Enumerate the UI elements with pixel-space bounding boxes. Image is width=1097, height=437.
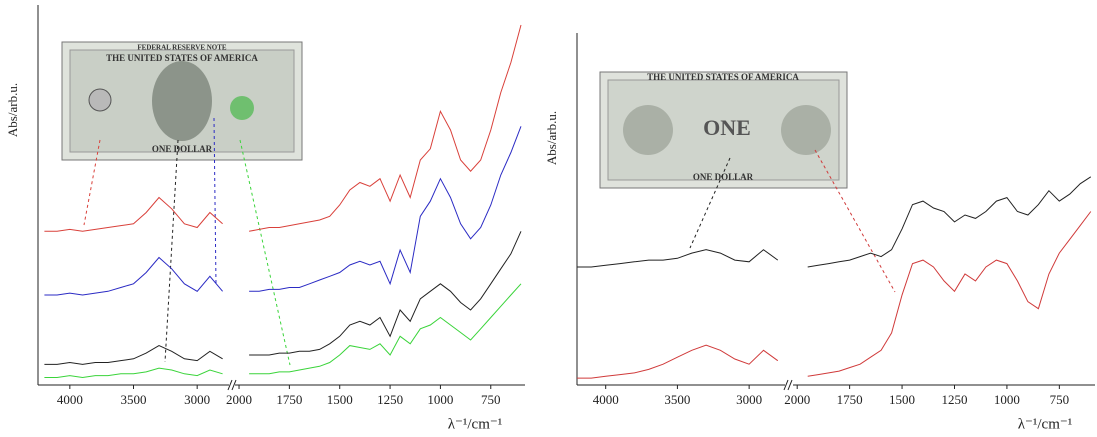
x-tick-label: 750 <box>1050 392 1070 407</box>
pyramid-seal <box>623 105 673 155</box>
y-axis-label: Abs/arb.u. <box>544 111 559 165</box>
spectrum-line <box>44 283 522 379</box>
x-tick-label: 1250 <box>941 392 967 407</box>
x-tick-label: 2000 <box>784 392 810 407</box>
bill-text: THE UNITED STATES OF AMERICA <box>106 53 258 63</box>
pointer <box>213 117 217 286</box>
eagle-seal <box>781 105 831 155</box>
x-axis-label: λ⁻¹/cm⁻¹ <box>448 416 503 432</box>
x-tick-label: 1250 <box>377 392 403 407</box>
x-tick-label: 1000 <box>994 392 1020 407</box>
spectrum-line <box>44 231 522 365</box>
axis-break <box>783 379 789 391</box>
dollar-back: THE UNITED STATES OF AMERICA ONE ONE DOL… <box>599 71 848 189</box>
x-tick-label: 1750 <box>276 392 302 407</box>
axis-break <box>227 379 233 391</box>
spectrum-line <box>44 126 522 296</box>
x-tick-label: 3000 <box>736 392 762 407</box>
x-axis-label: λ⁻¹/cm⁻¹ <box>1018 416 1073 432</box>
spectrum-line <box>577 211 1092 379</box>
seal <box>230 96 254 120</box>
bill-text: THE UNITED STATES OF AMERICA <box>647 72 799 82</box>
bill-text: ONE DOLLAR <box>693 172 754 182</box>
y-axis-label: Abs/arb.u. <box>5 83 20 137</box>
x-tick-label: 1500 <box>327 392 353 407</box>
pointer <box>689 157 731 249</box>
x-tick-label: 1750 <box>837 392 863 407</box>
x-tick-label: 4000 <box>57 392 83 407</box>
x-tick-label: 3500 <box>121 392 147 407</box>
axis-break <box>787 379 793 391</box>
x-tick-label: 750 <box>481 392 501 407</box>
dollar-front: FEDERAL RESERVE NOTE THE UNITED STATES O… <box>61 41 303 161</box>
x-tick-label: 1500 <box>889 392 915 407</box>
x-tick-label: 2000 <box>226 392 252 407</box>
x-tick-label: 3500 <box>664 392 690 407</box>
bill-text: FEDERAL RESERVE NOTE <box>137 44 227 52</box>
pointer <box>83 139 101 226</box>
bill-text: ONE <box>703 115 751 140</box>
pointer <box>239 139 291 366</box>
x-tick-label: 1000 <box>427 392 453 407</box>
seal <box>88 88 112 112</box>
axis-break <box>231 379 237 391</box>
spectrum-line <box>44 24 522 232</box>
bill-text: ONE DOLLAR <box>152 144 213 154</box>
portrait <box>152 61 212 141</box>
pointer <box>814 149 896 293</box>
x-tick-label: 3000 <box>184 392 210 407</box>
spectrum-line <box>577 176 1092 268</box>
x-tick-label: 4000 <box>593 392 619 407</box>
pointer <box>164 139 179 363</box>
